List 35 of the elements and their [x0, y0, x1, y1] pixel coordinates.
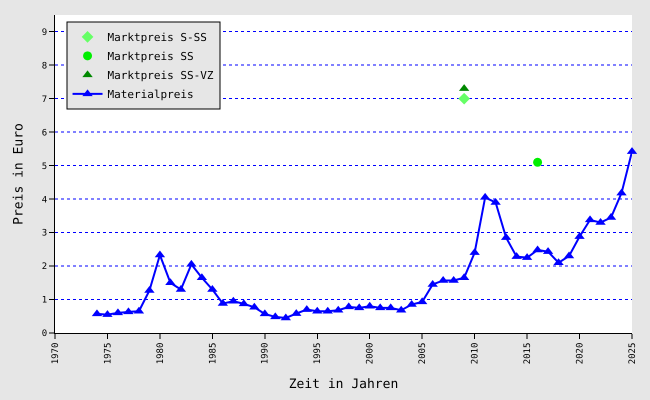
y-tick-label: 6 — [42, 128, 48, 138]
x-tick-label: 2015 — [523, 342, 534, 364]
y-tick-label: 5 — [42, 162, 48, 172]
y-tick-label: 2 — [42, 262, 48, 272]
point — [458, 92, 470, 105]
point — [386, 303, 396, 310]
legend-label: Marktpreis S-SS — [108, 31, 207, 44]
x-tick-label: 2025 — [628, 342, 638, 364]
x-tick-label: 2005 — [418, 342, 428, 364]
legend-label: Marktpreis SS-VZ — [108, 69, 214, 82]
point — [354, 303, 364, 310]
x-tick-label: 1985 — [208, 342, 218, 364]
y-tick-label: 1 — [42, 296, 48, 306]
y-axis-title: Preis in Euro — [12, 123, 27, 225]
legend-label: Materialpreis — [108, 88, 194, 102]
y-tick-label: 7 — [42, 94, 48, 105]
x-tick-label: 1970 — [50, 342, 61, 364]
y-tick-label: 8 — [42, 61, 48, 72]
y-tick-label: 4 — [42, 195, 48, 206]
x-tick-label: 1990 — [260, 342, 271, 364]
point — [533, 158, 542, 167]
point — [344, 302, 354, 310]
point — [375, 303, 386, 310]
x-tick-label: 1995 — [313, 342, 324, 364]
x-tick-label: 1975 — [103, 342, 114, 364]
x-tick-label: 2010 — [470, 342, 481, 364]
legend-label: Marktpreis SS — [108, 50, 194, 64]
y-tick-label: 3 — [42, 228, 48, 239]
x-tick-label: 2020 — [575, 342, 586, 364]
x-tick-label: 1980 — [156, 342, 166, 364]
y-tick-label: 9 — [42, 28, 48, 38]
x-axis-title: Zeit in Jahren — [288, 376, 398, 392]
point — [280, 313, 291, 320]
y-tick-label: 0 — [42, 329, 48, 340]
x-tick-label: 2000 — [366, 342, 376, 364]
